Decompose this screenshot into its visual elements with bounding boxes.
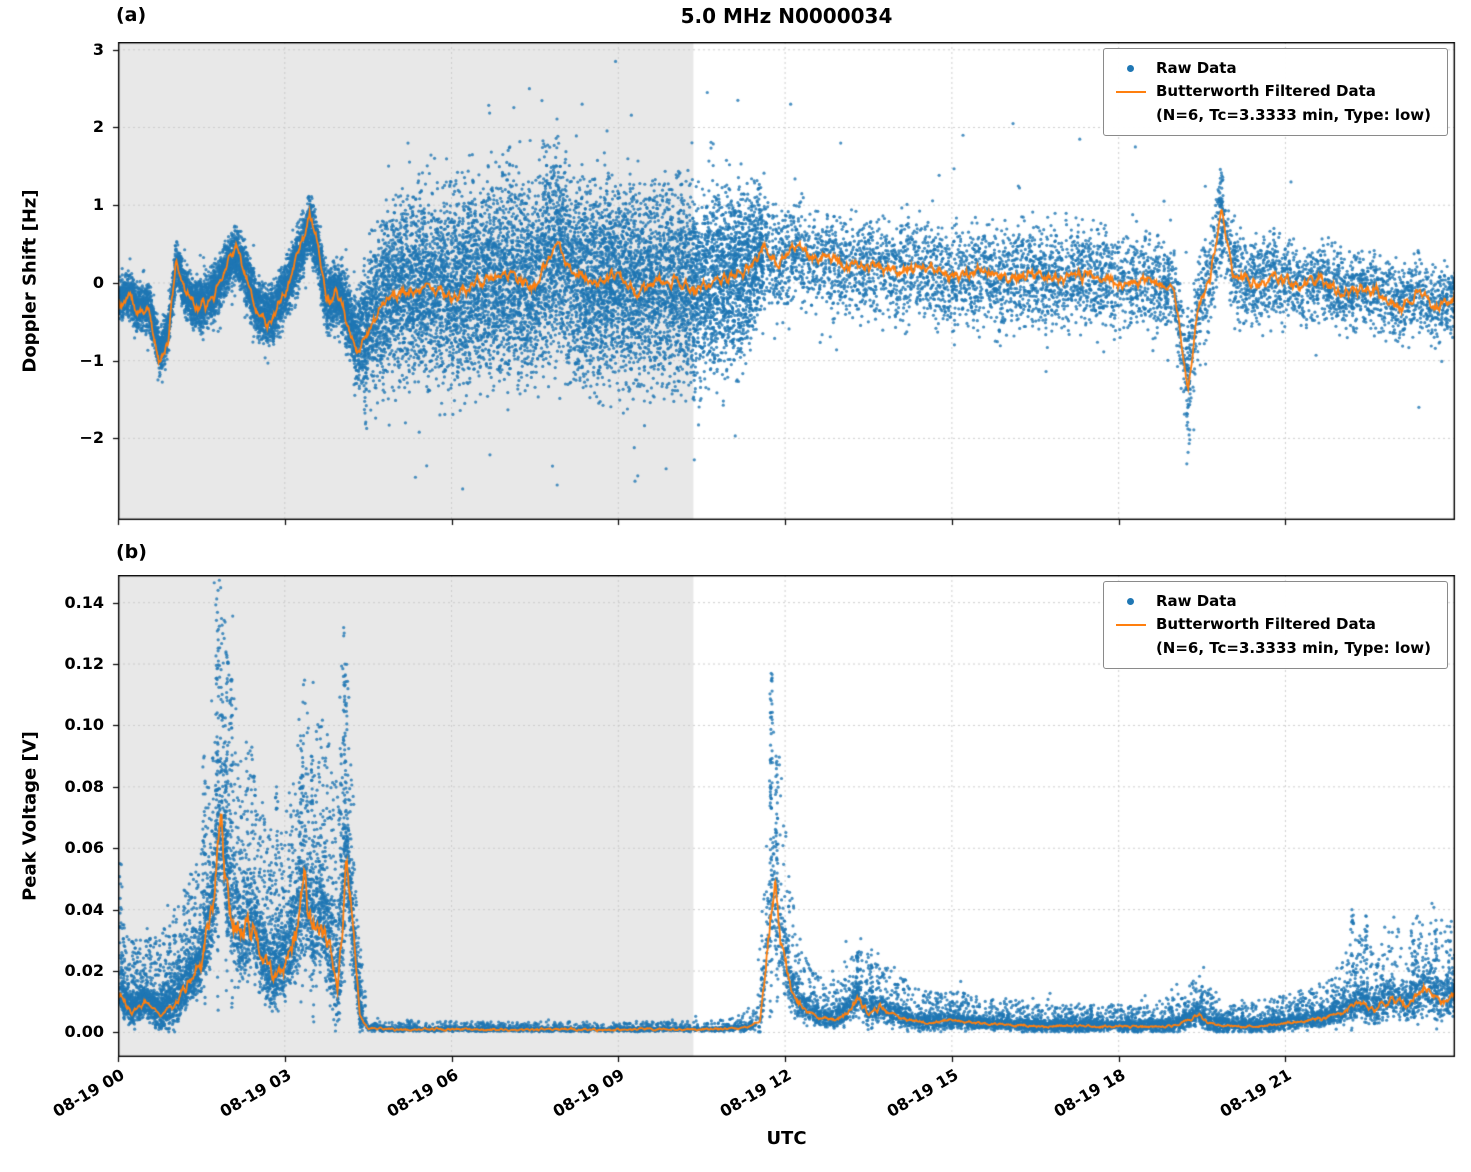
legend-entry-filtered: Butterworth Filtered Data <box>1114 613 1431 636</box>
panel-b-ytick-label: 0.02 <box>64 961 104 981</box>
panel-a-label: (a) <box>116 4 147 26</box>
panel-a-ytick-label: 2 <box>92 117 104 137</box>
panel-b-ytick-label: 0.06 <box>64 838 104 858</box>
x-tick-label: 08-19 21 <box>1217 1065 1295 1121</box>
legend-filtered-sublabel: (N=6, Tc=3.3333 min, Type: low) <box>1155 105 1431 124</box>
panel-b-legend: Raw Data Butterworth Filtered Data (N=6,… <box>1102 581 1448 669</box>
legend-filtered-sublabel: (N=6, Tc=3.3333 min, Type: low) <box>1155 638 1431 657</box>
legend-entry-raw: Raw Data <box>1114 57 1431 80</box>
panel-b-ytick-label: 0.12 <box>64 654 104 674</box>
legend-raw-label: Raw Data <box>1155 59 1237 77</box>
panel-b-label: (b) <box>116 541 147 563</box>
x-tick-label: 08-19 18 <box>1050 1065 1129 1121</box>
panel-a-ytick-label: 0 <box>92 272 104 292</box>
x-tick-label: 08-19 09 <box>549 1065 628 1121</box>
legend-entry-raw: Raw Data <box>1114 590 1431 613</box>
x-tick-label: 08-19 00 <box>49 1065 128 1121</box>
panel-a-ytick-label: 3 <box>92 39 104 59</box>
panel-b-ytick-label: 0.00 <box>64 1022 104 1042</box>
x-tick-label: 08-19 03 <box>216 1065 295 1121</box>
legend-raw-label: Raw Data <box>1155 592 1237 610</box>
legend-entry-filtered-sub: (N=6, Tc=3.3333 min, Type: low) <box>1114 104 1431 127</box>
x-axis-label: UTC <box>766 1128 807 1149</box>
chart-title: 5.0 MHz N0000034 <box>680 4 893 28</box>
panel-b-ytick-label: 0.14 <box>64 592 104 612</box>
legend-filtered-label: Butterworth Filtered Data <box>1155 615 1376 634</box>
raw-data-marker-icon <box>1114 598 1148 606</box>
raw-data-marker-icon <box>1114 65 1148 73</box>
panel-b-ytick-label: 0.10 <box>64 715 104 735</box>
panel-a-ytick-label: −1 <box>79 350 104 370</box>
legend-entry-filtered: Butterworth Filtered Data <box>1114 80 1431 103</box>
x-tick-label: 08-19 12 <box>716 1065 795 1121</box>
filtered-line-marker-icon <box>1114 623 1148 626</box>
panel-a-ytick-label: 1 <box>92 195 104 215</box>
x-tick-label: 08-19 06 <box>383 1065 462 1121</box>
filtered-line-marker-icon <box>1114 90 1148 93</box>
x-tick-label: 08-19 15 <box>883 1065 962 1121</box>
legend-entry-filtered-sub: (N=6, Tc=3.3333 min, Type: low) <box>1114 637 1431 660</box>
panel-b-ylabel: Peak Voltage [V] <box>19 731 41 901</box>
legend-filtered-label: Butterworth Filtered Data <box>1155 82 1376 101</box>
panel-b-ytick-label: 0.04 <box>64 899 104 919</box>
panel-a-legend: Raw Data Butterworth Filtered Data (N=6,… <box>1102 48 1448 136</box>
panel-b-ytick-label: 0.08 <box>64 776 104 796</box>
panel-a-ytick-label: −2 <box>79 428 104 448</box>
